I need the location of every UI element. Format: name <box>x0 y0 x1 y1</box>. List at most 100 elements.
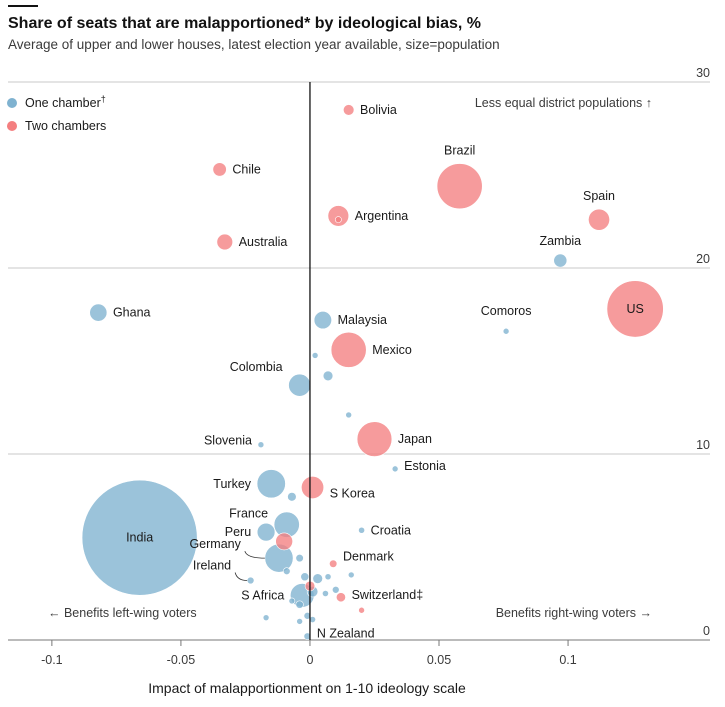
one-chamber-bubble <box>324 573 332 581</box>
two-chambers-bubble-bolivia <box>343 104 355 116</box>
point-label-colombia: Colombia <box>230 360 283 374</box>
one-chamber-bubble-estonia <box>391 465 399 473</box>
one-chamber-bubble <box>296 618 303 625</box>
one-chamber-bubble <box>347 571 355 579</box>
two-chambers-bubble-japan <box>356 421 393 457</box>
leader-line-germany <box>244 551 265 559</box>
annotation-right-wing: Benefits right-wing voters → <box>496 606 652 620</box>
one-chamber-bubble-ghana <box>89 303 108 322</box>
annotation-left-wing: ← Benefits left-wing voters <box>48 606 197 620</box>
top-rule <box>8 5 38 7</box>
bubble-layer <box>81 82 664 641</box>
x-tick-label: 0.1 <box>559 653 576 667</box>
one-chamber-bubble-n-zealand <box>303 632 312 641</box>
leader-line-ireland <box>234 572 248 581</box>
two-chambers-bubble <box>275 532 293 551</box>
x-tick-label: -0.05 <box>167 653 196 667</box>
two-chambers-bubble-australia <box>216 233 233 251</box>
two-chambers-bubble-brazil <box>436 163 483 210</box>
point-label-slovenia: Slovenia <box>204 434 252 448</box>
one-chamber-bubble <box>288 597 296 605</box>
one-chamber-bubble <box>300 572 310 582</box>
point-label-germany: Germany <box>189 537 241 551</box>
label-layer: India Ghana Colombia Malaysia Slovenia Turkey… <box>113 103 644 640</box>
one-chamber-bubble-ireland <box>246 576 255 585</box>
one-chamber-bubble <box>287 492 297 502</box>
point-label-brazil: Brazil <box>444 144 475 158</box>
one-chamber-bubble-zambia <box>553 253 568 268</box>
y-tick-label: 0 <box>703 624 710 638</box>
point-label-mexico: Mexico <box>372 343 412 357</box>
one-chamber-bubble-comoros <box>502 327 510 335</box>
y-tick-label: 10 <box>696 438 710 452</box>
point-label-s-africa: S Africa <box>241 588 284 602</box>
point-label-n-zealand: N Zealand <box>317 626 375 640</box>
point-label-comoros: Comoros <box>481 304 532 318</box>
point-label-japan: Japan <box>398 432 432 446</box>
one-chamber-bubble-malaysia <box>313 311 332 330</box>
annotation-less-equal: Less equal district populations ↑ <box>475 96 652 110</box>
two-chambers-bubble-chile <box>212 162 227 177</box>
point-label-croatia: Croatia <box>371 523 411 537</box>
point-label-france: France <box>229 507 268 521</box>
one-chamber-bubble <box>332 586 340 594</box>
y-tick-label: 30 <box>696 66 710 80</box>
two-chambers-bubble-us <box>606 280 664 338</box>
one-chamber-bubble <box>322 370 334 382</box>
x-tick-label: -0.1 <box>41 653 63 667</box>
one-chamber-bubble <box>295 600 304 609</box>
point-label-malaysia: Malaysia <box>338 313 387 327</box>
two-chambers-bubble-denmark <box>329 559 338 568</box>
point-label-switzerland: Switzerland‡ <box>352 588 424 602</box>
point-label-chile: Chile <box>232 162 261 176</box>
two-chambers-bubble <box>334 216 342 224</box>
one-chamber-bubble-india <box>81 479 198 596</box>
one-chamber-bubble <box>303 612 312 620</box>
one-chamber-bubble-turkey <box>256 469 286 499</box>
one-chamber-bubble <box>322 590 329 597</box>
point-label-estonia: Estonia <box>404 459 446 473</box>
one-chamber-bubble-peru <box>256 522 276 542</box>
point-label-bolivia: Bolivia <box>360 103 397 117</box>
page-subtitle: Average of upper and lower houses, lates… <box>8 37 500 52</box>
page-title: Share of seats that are malapportioned* … <box>8 15 482 32</box>
point-label-argentina: Argentina <box>355 209 409 223</box>
two-chambers-bubble-spain <box>588 208 610 231</box>
x-tick-label: 0.05 <box>427 653 451 667</box>
point-label-spain: Spain <box>583 189 615 203</box>
one-chamber-bubble-slovenia <box>257 441 265 449</box>
legend-one-chamber-label: One chamber† <box>25 94 106 110</box>
two-chambers-bubble-switzerland <box>335 592 346 603</box>
point-label-peru: Peru <box>225 525 251 539</box>
one-chamber-bubble-croatia <box>358 526 365 534</box>
two-chambers-bubble <box>358 606 365 614</box>
point-label-ghana: Ghana <box>113 306 151 320</box>
one-chamber-bubble <box>295 554 304 563</box>
point-label-us: US <box>626 302 643 316</box>
legend-two-chambers-label: Two chambers <box>25 119 106 133</box>
x-tick-label: 0 <box>306 653 313 667</box>
one-chamber-bubble <box>311 352 319 359</box>
one-chamber-bubble-colombia <box>288 373 312 397</box>
one-chamber-bubble <box>262 614 270 621</box>
two-chambers-bubble-argentina <box>327 205 350 227</box>
one-chamber-bubble <box>345 411 352 419</box>
point-label-s-korea: S Korea <box>330 486 375 500</box>
legend-one-chamber-swatch <box>7 98 17 108</box>
x-axis-title: Impact of malapportionment on 1-10 ideol… <box>148 680 466 696</box>
point-label-ireland: Ireland <box>193 558 231 572</box>
legend: One chamber† Two chambers <box>7 94 106 133</box>
point-label-denmark: Denmark <box>343 550 394 564</box>
point-label-australia: Australia <box>239 235 288 249</box>
two-chambers-bubble-mexico <box>330 331 367 368</box>
point-label-india: India <box>126 531 153 545</box>
one-chamber-bubble <box>312 573 323 584</box>
grid-layer: 30 20 10 0 -0.1 -0.05 0 0.05 0.1 <box>8 66 710 667</box>
point-label-turkey: Turkey <box>213 477 251 491</box>
one-chamber-bubble <box>282 567 291 575</box>
two-chambers-bubble-s-korea <box>301 476 325 499</box>
legend-two-chambers-swatch <box>7 121 17 131</box>
point-label-zambia: Zambia <box>539 234 581 248</box>
y-tick-label: 20 <box>696 252 710 266</box>
